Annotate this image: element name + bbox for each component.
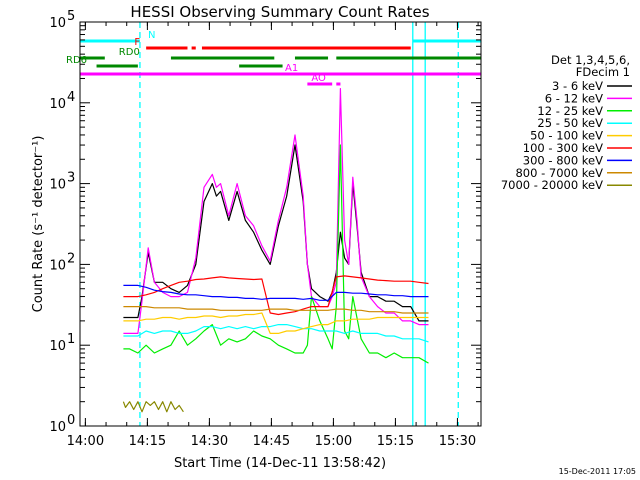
series-line xyxy=(123,324,429,343)
x-tick-label: 15:00 xyxy=(315,434,352,449)
legend-entry-label: 7000 - 20000 keV xyxy=(501,178,603,192)
series-line xyxy=(122,401,184,413)
state-flag-label: A1 xyxy=(285,63,298,74)
y-tick-exponent: 0 xyxy=(67,413,75,428)
y-tick-exponent: 5 xyxy=(67,9,75,24)
y-tick-label: 10 xyxy=(49,339,66,354)
legend-entry-label: 6 - 12 keV xyxy=(545,91,603,105)
vertical-marker-group xyxy=(139,22,459,426)
plot-frame xyxy=(79,21,482,427)
x-tick-label: 14:15 xyxy=(129,434,166,449)
y-tick-label: 10 xyxy=(49,178,66,193)
legend-title: FDecim 1 xyxy=(576,65,630,79)
legend-entry-label: 800 - 7000 keV xyxy=(515,166,603,180)
y-tick-exponent: 1 xyxy=(67,332,75,347)
state-flag-label: RD6 xyxy=(66,55,87,66)
legend-entry-label: 300 - 800 keV xyxy=(523,153,603,167)
series-line xyxy=(123,306,429,314)
y-tick-label: 10 xyxy=(49,16,66,31)
x-tick-label: 14:45 xyxy=(253,434,290,449)
y-tick-label: 10 xyxy=(49,258,66,273)
y-tick-exponent: 4 xyxy=(67,90,75,105)
state-flag-label: N xyxy=(148,30,155,41)
y-tick-label: 10 xyxy=(49,420,66,435)
legend-entry-label: 3 - 6 keV xyxy=(552,79,603,93)
y-tick-exponent: 2 xyxy=(67,251,75,266)
series-line xyxy=(123,284,429,301)
legend-entry-label: 25 - 50 keV xyxy=(537,116,603,130)
legend-entry-label: 50 - 100 keV xyxy=(530,129,603,143)
x-tick-label: 15:15 xyxy=(377,434,414,449)
state-flag-label: RD0 xyxy=(119,47,140,58)
series-line xyxy=(123,312,429,334)
legend-title: Det 1,3,4,5,6, xyxy=(551,53,630,67)
chart-title: HESSI Observing Summary Count Rates xyxy=(130,3,429,21)
x-tick-label: 14:00 xyxy=(67,434,104,449)
series-group xyxy=(122,87,429,413)
y-tick-exponent: 3 xyxy=(67,171,75,186)
y-tick-label: 10 xyxy=(49,97,66,112)
y-axis-label: Count Rate (s⁻¹ detector⁻¹) xyxy=(31,136,46,313)
state-flag-label: F xyxy=(134,37,140,48)
x-tick-label: 14:30 xyxy=(191,434,228,449)
x-axis-label: Start Time (14-Dec-11 13:58:42) xyxy=(174,456,386,471)
x-axis-ticks: 14:00 14:15 14:30 14:45 15:00 15:15 15:30 xyxy=(67,22,479,449)
x-tick-label: 15:30 xyxy=(439,434,476,449)
series-line xyxy=(123,275,429,316)
generation-timestamp: 15-Dec-2011 17:05 xyxy=(559,467,636,476)
legend-entry-label: 12 - 25 keV xyxy=(537,104,603,118)
legend-entry-label: 100 - 300 keV xyxy=(523,141,603,155)
state-flag-label: AO xyxy=(311,73,326,84)
